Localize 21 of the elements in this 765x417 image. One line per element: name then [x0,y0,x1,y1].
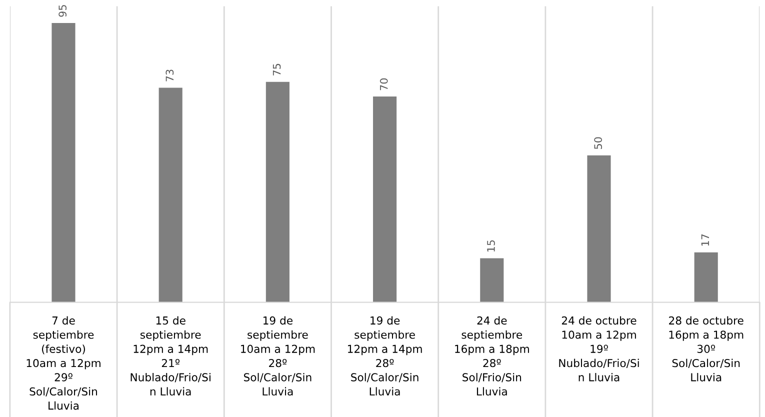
x-tick-label: 24 de octubre 10am a 12pm 19º Nublado/Frio/Si n Lluvia [559,316,639,382]
x-tick-label: 19 de septiembre 10am a 12pm 28º Sol/Calor/Sin Lluvia [241,316,315,396]
x-tick-label: 28 de octubre 16pm a 18pm 30º Sol/Calor/Sin Lluvia [669,316,744,382]
bar [694,252,718,302]
x-tick-label: 7 de septiembre (festivo) 10am a 12pm 29º Sol/Calor/Sin Lluvia [26,316,100,410]
data-label: 75 [272,64,281,76]
x-tick-label: 19 de septiembre 12pm a 14pm 28º Sol/Calor/Sin Lluvia [348,316,422,396]
bar [480,258,504,302]
data-label: 15 [487,240,495,252]
bar [52,23,76,302]
data-label: 70 [380,78,388,90]
bar [373,96,397,302]
bar [587,155,611,302]
bar [158,88,182,302]
bar [266,82,290,302]
data-label: 50 [594,137,602,149]
x-tick-label: 24 de septiembre 16pm a 18pm 28º Sol/Frio/Sin Lluvia [455,316,529,396]
data-label: 95 [58,5,67,17]
data-label: 73 [166,70,174,82]
x-tick-label: 15 de septiembre 12pm a 14pm 21º Nublado/Frio/Si n Lluvia [130,316,210,396]
data-label: 17 [701,234,709,246]
